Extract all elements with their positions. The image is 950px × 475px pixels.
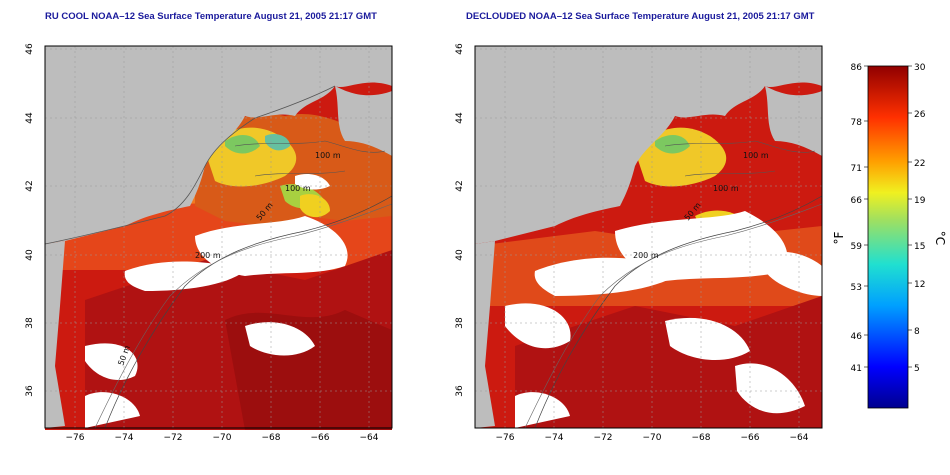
- right-x-tick: −68: [692, 433, 711, 443]
- left-map: 100 m 100 m 50 m 200 m 50 m: [44, 45, 393, 430]
- left-map-y-axis: 46 44 42 40 38 36: [25, 43, 35, 397]
- left-y-tick: 46: [25, 43, 35, 55]
- left-map-x-axis: −76 −74 −72 −70 −68 −66 −64: [66, 433, 379, 443]
- right-x-tick: −66: [741, 433, 760, 443]
- left-x-tick: −76: [66, 433, 85, 443]
- celsius-tick: 5: [914, 364, 920, 374]
- right-map-y-axis: 46 44 42 40 38 36: [455, 43, 465, 397]
- right-x-tick: −70: [643, 433, 662, 443]
- right-contour-label: 100 m: [743, 151, 769, 160]
- left-x-tick: −72: [164, 433, 183, 443]
- left-map-cloud: [195, 216, 348, 276]
- right-y-tick: 40: [455, 249, 465, 261]
- left-contour-label: 200 m: [195, 251, 221, 260]
- right-y-tick: 44: [455, 112, 465, 124]
- right-x-tick: −72: [594, 433, 613, 443]
- left-contour-label: 100 m: [285, 184, 311, 193]
- left-x-tick: −66: [311, 433, 330, 443]
- celsius-tick: 26: [914, 110, 926, 120]
- left-x-tick: −74: [115, 433, 134, 443]
- celsius-tick: 19: [914, 196, 926, 206]
- colorbar-fahrenheit-ticks: 86 78 71 66 59 53 46 41: [851, 63, 863, 374]
- right-contour-label: 200 m: [633, 251, 659, 260]
- celsius-tick: 15: [914, 242, 925, 252]
- right-map-frame: [474, 45, 823, 429]
- celsius-tick: 8: [914, 327, 920, 337]
- left-x-tick: −68: [262, 433, 281, 443]
- left-y-tick: 40: [25, 249, 35, 261]
- right-contour-label: 100 m: [713, 184, 739, 193]
- fahrenheit-tick: 46: [851, 332, 863, 342]
- left-x-tick: −70: [213, 433, 232, 443]
- left-y-tick: 44: [25, 112, 35, 124]
- celsius-label: °C: [933, 231, 947, 245]
- left-map-grid: [45, 46, 392, 428]
- fahrenheit-label: °F: [832, 231, 846, 244]
- colorbar-tickmarks: [864, 65, 912, 368]
- right-y-tick: 46: [455, 43, 465, 55]
- right-map-land: [475, 46, 822, 244]
- right-map: 100 m 100 m 50 m 200 m: [474, 45, 823, 429]
- right-x-tick: −64: [790, 433, 809, 443]
- right-y-tick: 36: [455, 385, 465, 397]
- left-y-tick: 38: [25, 317, 35, 329]
- left-map-land: [45, 46, 392, 244]
- left-contour-label: 100 m: [315, 151, 341, 160]
- fahrenheit-tick: 78: [851, 118, 863, 128]
- fahrenheit-tick: 86: [851, 63, 863, 73]
- fahrenheit-tick: 53: [851, 283, 862, 293]
- right-x-tick: −76: [496, 433, 515, 443]
- fahrenheit-tick: 66: [851, 196, 863, 206]
- left-map-title: RU COOL NOAA–12 Sea Surface Temperature …: [45, 11, 377, 22]
- left-map-frame: [44, 45, 393, 429]
- celsius-tick: 12: [914, 280, 925, 290]
- celsius-tick: 22: [914, 159, 925, 169]
- right-map-title: DECLOUDED NOAA–12 Sea Surface Temperatur…: [466, 11, 815, 22]
- fahrenheit-tick: 41: [851, 364, 862, 374]
- left-y-tick: 36: [25, 385, 35, 397]
- left-y-tick: 42: [25, 180, 35, 191]
- fahrenheit-tick: 59: [851, 242, 863, 252]
- right-y-tick: 38: [455, 317, 465, 329]
- right-x-tick: −74: [545, 433, 564, 443]
- fahrenheit-tick: 71: [851, 164, 862, 174]
- celsius-tick: 30: [914, 63, 926, 73]
- colorbar: [867, 65, 909, 409]
- colorbar-celsius-ticks: 30 26 22 19 15 12 8 5: [914, 63, 926, 374]
- right-y-tick: 42: [455, 180, 465, 191]
- left-x-tick: −64: [360, 433, 379, 443]
- right-map-x-axis: −76 −74 −72 −70 −68 −66 −64: [496, 433, 809, 443]
- right-map-grid: [475, 46, 822, 428]
